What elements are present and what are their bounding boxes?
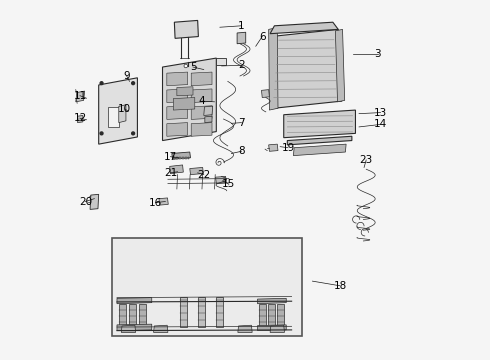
- Polygon shape: [77, 116, 83, 123]
- Polygon shape: [191, 106, 212, 120]
- Polygon shape: [237, 32, 245, 44]
- Polygon shape: [119, 105, 126, 123]
- Circle shape: [132, 82, 135, 85]
- Polygon shape: [259, 304, 266, 327]
- Polygon shape: [176, 157, 178, 159]
- Text: 9: 9: [123, 71, 130, 81]
- Bar: [108, 107, 119, 127]
- Polygon shape: [117, 324, 152, 330]
- Polygon shape: [191, 123, 212, 136]
- Text: 21: 21: [164, 168, 177, 178]
- Polygon shape: [173, 98, 195, 110]
- Polygon shape: [177, 87, 193, 96]
- Bar: [216, 58, 225, 64]
- Polygon shape: [173, 157, 175, 159]
- Polygon shape: [129, 304, 136, 327]
- Polygon shape: [270, 22, 338, 34]
- Polygon shape: [269, 28, 278, 110]
- Polygon shape: [294, 144, 346, 156]
- Polygon shape: [98, 78, 137, 144]
- Text: 15: 15: [222, 179, 236, 189]
- Polygon shape: [153, 325, 168, 332]
- Text: 16: 16: [149, 198, 162, 208]
- Text: 10: 10: [118, 104, 131, 114]
- Circle shape: [100, 82, 103, 85]
- Polygon shape: [76, 91, 85, 102]
- Polygon shape: [270, 325, 285, 332]
- Polygon shape: [287, 136, 352, 145]
- Polygon shape: [163, 58, 216, 140]
- Text: 1: 1: [238, 21, 245, 31]
- Polygon shape: [191, 89, 212, 103]
- Circle shape: [184, 64, 188, 68]
- Polygon shape: [167, 123, 188, 136]
- Polygon shape: [188, 157, 190, 159]
- Polygon shape: [182, 157, 184, 159]
- Text: 19: 19: [281, 143, 294, 153]
- Polygon shape: [112, 238, 302, 336]
- Polygon shape: [262, 90, 270, 98]
- Text: 20: 20: [79, 197, 92, 207]
- Polygon shape: [258, 298, 286, 304]
- Text: 3: 3: [374, 49, 381, 59]
- Polygon shape: [198, 297, 205, 327]
- Text: 8: 8: [238, 146, 245, 156]
- Text: 17: 17: [164, 152, 177, 162]
- Text: 18: 18: [333, 281, 346, 291]
- Text: 13: 13: [374, 108, 387, 118]
- Text: 5: 5: [190, 62, 196, 72]
- Polygon shape: [185, 157, 187, 159]
- Polygon shape: [216, 176, 226, 184]
- Polygon shape: [159, 198, 168, 205]
- Polygon shape: [167, 72, 188, 86]
- Text: 2: 2: [238, 60, 245, 70]
- Polygon shape: [277, 304, 284, 327]
- Polygon shape: [179, 157, 181, 159]
- Polygon shape: [258, 325, 286, 330]
- Polygon shape: [216, 297, 223, 327]
- Polygon shape: [190, 167, 203, 175]
- Polygon shape: [117, 298, 152, 304]
- Text: 11: 11: [74, 91, 87, 101]
- Polygon shape: [139, 304, 146, 327]
- Text: 4: 4: [198, 96, 205, 106]
- Polygon shape: [172, 152, 191, 159]
- Polygon shape: [335, 30, 344, 102]
- Polygon shape: [180, 297, 187, 327]
- Polygon shape: [167, 89, 188, 103]
- Polygon shape: [271, 30, 342, 108]
- Text: 22: 22: [197, 170, 210, 180]
- Text: 14: 14: [374, 120, 387, 129]
- Polygon shape: [167, 106, 188, 120]
- Circle shape: [100, 132, 103, 135]
- Polygon shape: [119, 304, 126, 327]
- Circle shape: [132, 132, 135, 135]
- Text: 6: 6: [259, 32, 266, 41]
- Polygon shape: [90, 194, 98, 210]
- Polygon shape: [170, 165, 183, 174]
- Polygon shape: [269, 144, 278, 151]
- Polygon shape: [269, 304, 275, 327]
- Text: 7: 7: [238, 118, 245, 128]
- Text: 23: 23: [360, 155, 373, 165]
- Polygon shape: [205, 116, 212, 123]
- Polygon shape: [191, 72, 212, 86]
- Polygon shape: [284, 110, 355, 138]
- Polygon shape: [122, 325, 136, 332]
- Polygon shape: [174, 21, 198, 39]
- Text: 12: 12: [74, 113, 87, 123]
- Polygon shape: [238, 325, 252, 332]
- Polygon shape: [204, 106, 213, 116]
